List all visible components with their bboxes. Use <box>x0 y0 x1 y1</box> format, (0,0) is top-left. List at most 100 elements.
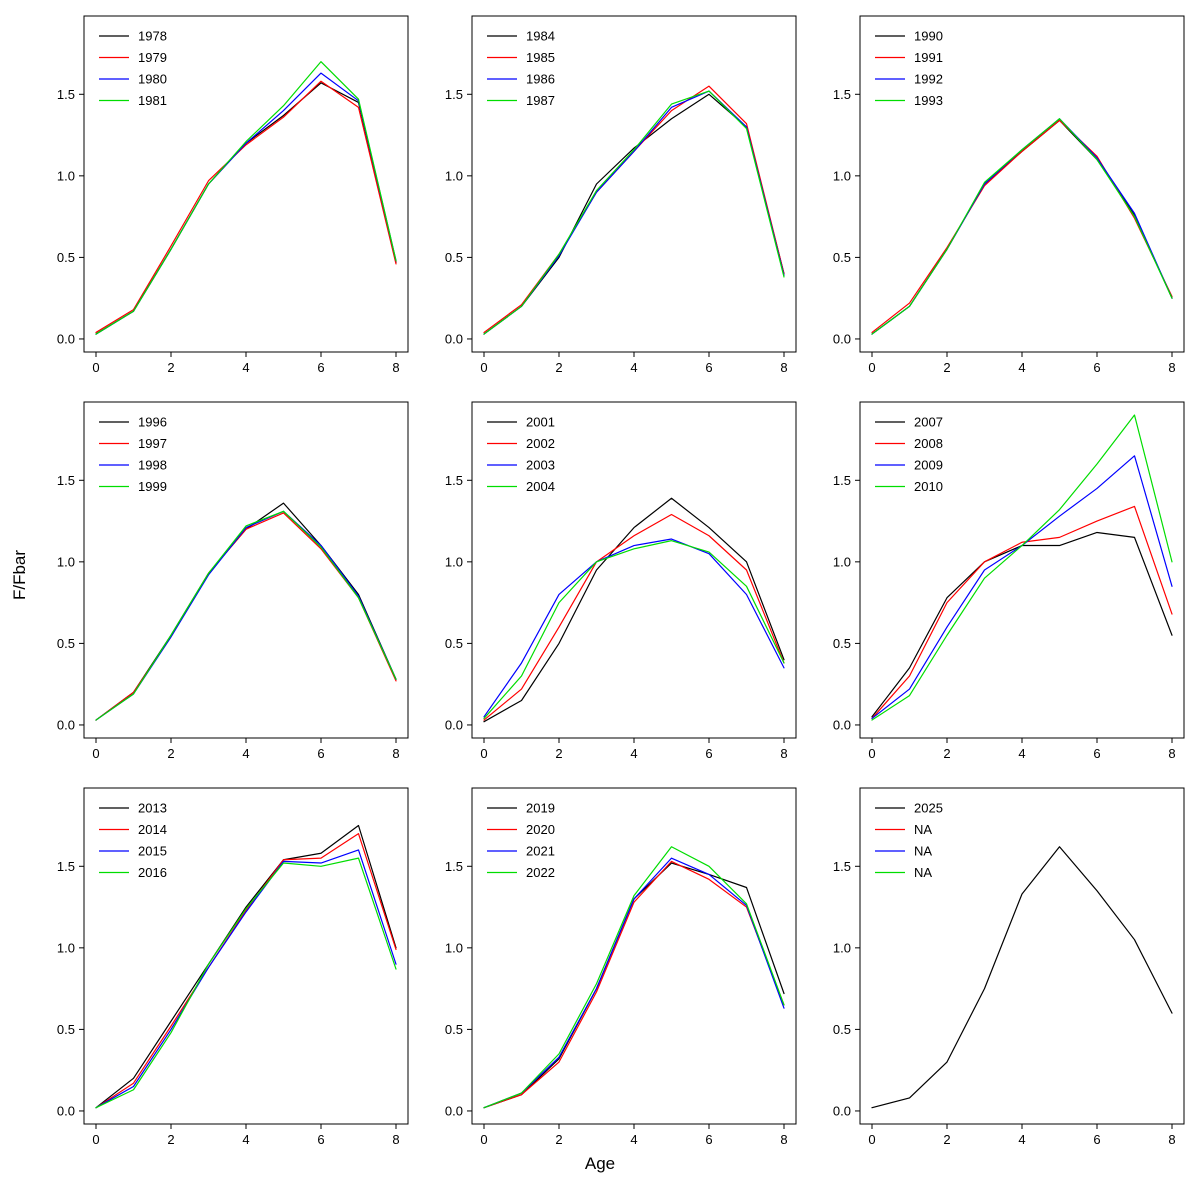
x-axis-label: Age <box>584 1154 616 1173</box>
chart-svg-1996-1999: 0 2 4 6 8 0.0 0.5 1.0 1.5 1996 1997 1998 1999 <box>57 401 409 761</box>
x-tick-label: 6 <box>1093 1132 1100 1147</box>
x-tick-label: 6 <box>317 360 324 375</box>
legend-label: 2015 <box>138 844 167 859</box>
legend-label: 2002 <box>526 436 555 451</box>
series-line-2015 <box>95 849 397 1109</box>
series-line-2022 <box>483 846 785 1109</box>
x-tick-label: 2 <box>555 1132 562 1147</box>
x-tick-label: 6 <box>1093 746 1100 761</box>
y-tick-label: 0.0 <box>445 1103 463 1118</box>
series-line-2002 <box>483 513 785 721</box>
y-tick-label: 1.0 <box>57 940 75 955</box>
x-tick-label: 6 <box>705 746 712 761</box>
panel-grid: 0 2 4 6 8 0.0 0.5 1.0 1.5 1978 1979 1980 1981 0 2 4 6 8 0.… <box>28 2 1192 1160</box>
series-line-1993 <box>871 118 1173 335</box>
legend-label: 1990 <box>914 29 943 44</box>
series-line-1999 <box>95 510 397 721</box>
x-tick-label: 6 <box>705 360 712 375</box>
x-tick-label: 0 <box>480 1132 487 1147</box>
series-line-1997 <box>95 512 397 721</box>
y-tick-label: 1.5 <box>445 859 463 874</box>
series-line-1979 <box>95 80 397 334</box>
chart-panel-2025: 0 2 4 6 8 0.0 0.5 1.0 1.5 2025 NA NA NA <box>804 774 1192 1160</box>
chart-svg-2025: 0 2 4 6 8 0.0 0.5 1.0 1.5 2025 NA NA NA <box>833 787 1185 1147</box>
y-tick-label: 1.5 <box>445 87 463 102</box>
x-tick-label: 2 <box>555 360 562 375</box>
y-tick-label: 0.5 <box>445 250 463 265</box>
x-tick-label: 0 <box>480 360 487 375</box>
series-line-2016 <box>95 857 397 1109</box>
y-tick-label: 0.0 <box>445 331 463 346</box>
y-tick-label: 0.5 <box>57 1022 75 1037</box>
y-tick-label: 1.5 <box>57 473 75 488</box>
x-tick-label: 0 <box>868 746 875 761</box>
legend-label: 1996 <box>138 415 167 430</box>
series-line-2003 <box>483 538 785 718</box>
x-tick-label: 0 <box>92 1132 99 1147</box>
y-tick-label: 1.5 <box>445 473 463 488</box>
y-tick-label: 1.0 <box>445 940 463 955</box>
legend-label: 2019 <box>526 801 555 816</box>
x-tick-label: 4 <box>242 360 249 375</box>
series-line-2020 <box>483 860 785 1109</box>
x-tick-label: 8 <box>392 360 399 375</box>
x-tick-label: 2 <box>943 746 950 761</box>
y-tick-label: 0.0 <box>57 1103 75 1118</box>
series-line-2007 <box>871 531 1173 718</box>
y-tick-label: 0.5 <box>445 636 463 651</box>
x-tick-label: 4 <box>1018 746 1025 761</box>
legend-label: 2014 <box>138 822 167 837</box>
series-line-2014 <box>95 833 397 1109</box>
series-line-1984 <box>483 93 785 335</box>
legend-label: 1980 <box>138 72 167 87</box>
y-tick-label: 1.0 <box>445 168 463 183</box>
legend-label: 1992 <box>914 72 943 87</box>
y-tick-label: 1.5 <box>833 859 851 874</box>
chart-panel-1990-1993: 0 2 4 6 8 0.0 0.5 1.0 1.5 1990 1991 1992 1993 <box>804 2 1192 388</box>
x-tick-label: 0 <box>92 360 99 375</box>
x-tick-label: 2 <box>167 1132 174 1147</box>
y-tick-label: 1.0 <box>833 554 851 569</box>
x-tick-label: 0 <box>92 746 99 761</box>
legend-label: 2016 <box>138 865 167 880</box>
y-tick-label: 0.5 <box>833 636 851 651</box>
y-tick-label: 0.0 <box>833 1103 851 1118</box>
legend-label: 2001 <box>526 415 555 430</box>
series-line-1980 <box>95 72 397 335</box>
legend-label: 1985 <box>526 50 555 65</box>
chart-panel-1978-1981: 0 2 4 6 8 0.0 0.5 1.0 1.5 1978 1979 1980 1981 <box>28 2 416 388</box>
chart-panel-2007-2010: 0 2 4 6 8 0.0 0.5 1.0 1.5 2007 2008 2009 2010 <box>804 388 1192 774</box>
y-tick-label: 0.5 <box>57 636 75 651</box>
x-tick-label: 8 <box>1168 746 1175 761</box>
legend-label: NA <box>914 865 932 880</box>
series-line-2025 <box>871 846 1173 1109</box>
y-tick-label: 1.0 <box>57 554 75 569</box>
chart-svg-1990-1993: 0 2 4 6 8 0.0 0.5 1.0 1.5 1990 1991 1992 1993 <box>833 15 1185 375</box>
legend-label: 2013 <box>138 801 167 816</box>
x-tick-label: 4 <box>630 746 637 761</box>
x-tick-label: 2 <box>943 1132 950 1147</box>
legend-label: 1999 <box>138 479 167 494</box>
series-line-1998 <box>95 510 397 721</box>
series-line-1987 <box>483 90 785 335</box>
y-axis-label: F/Fbar <box>10 549 29 601</box>
x-tick-label: 2 <box>555 746 562 761</box>
chart-svg-2007-2010: 0 2 4 6 8 0.0 0.5 1.0 1.5 2007 2008 2009 2010 <box>833 401 1185 761</box>
legend-label: 1987 <box>526 93 555 108</box>
x-tick-label: 8 <box>780 1132 787 1147</box>
y-tick-label: 0.0 <box>57 331 75 346</box>
y-tick-label: 0.5 <box>57 250 75 265</box>
legend-label: 1986 <box>526 72 555 87</box>
legend-label: 2022 <box>526 865 555 880</box>
x-tick-label: 6 <box>705 1132 712 1147</box>
legend-label: 2010 <box>914 479 943 494</box>
series-line-1986 <box>483 90 785 335</box>
x-tick-label: 4 <box>1018 360 1025 375</box>
x-tick-label: 8 <box>392 1132 399 1147</box>
series-line-2008 <box>871 505 1173 720</box>
series-line-2001 <box>483 497 785 723</box>
legend-label: 2009 <box>914 458 943 473</box>
series-line-2010 <box>871 414 1173 721</box>
legend-label: 2025 <box>914 801 943 816</box>
